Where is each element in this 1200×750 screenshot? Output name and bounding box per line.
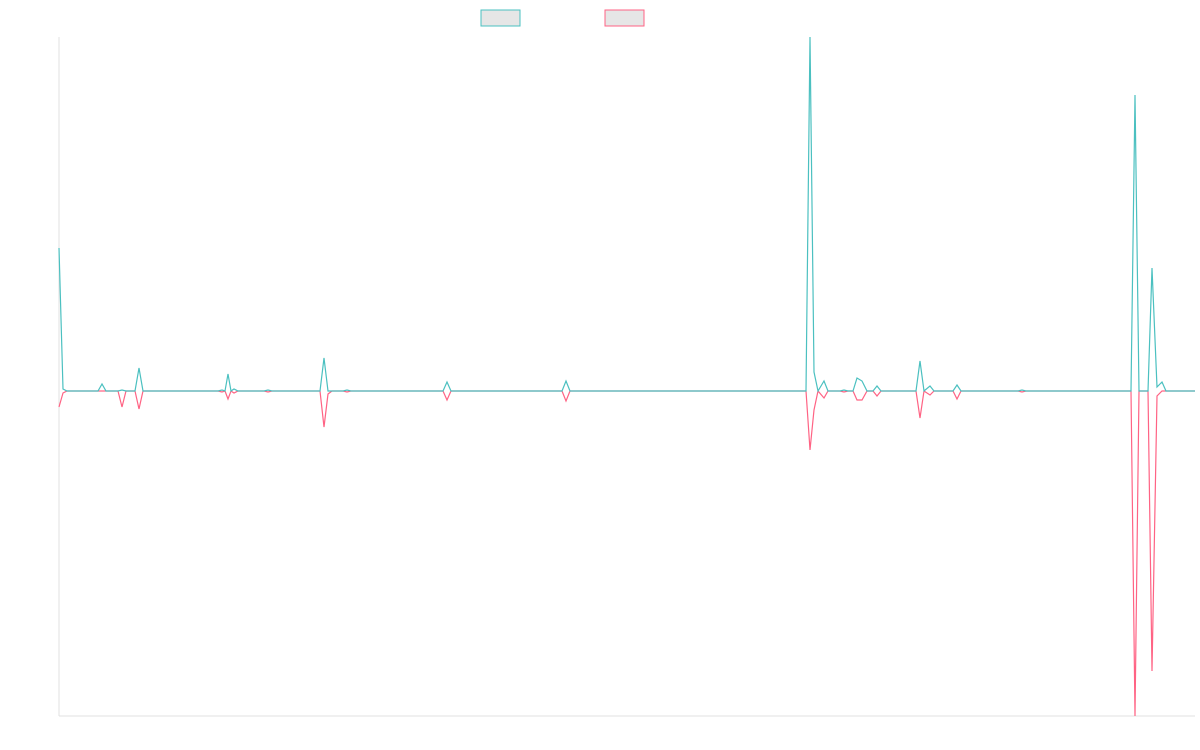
series-line [58,36,1195,393]
series-line [58,389,1195,717]
legend-swatch [604,9,645,27]
legend-swatch [480,9,521,27]
